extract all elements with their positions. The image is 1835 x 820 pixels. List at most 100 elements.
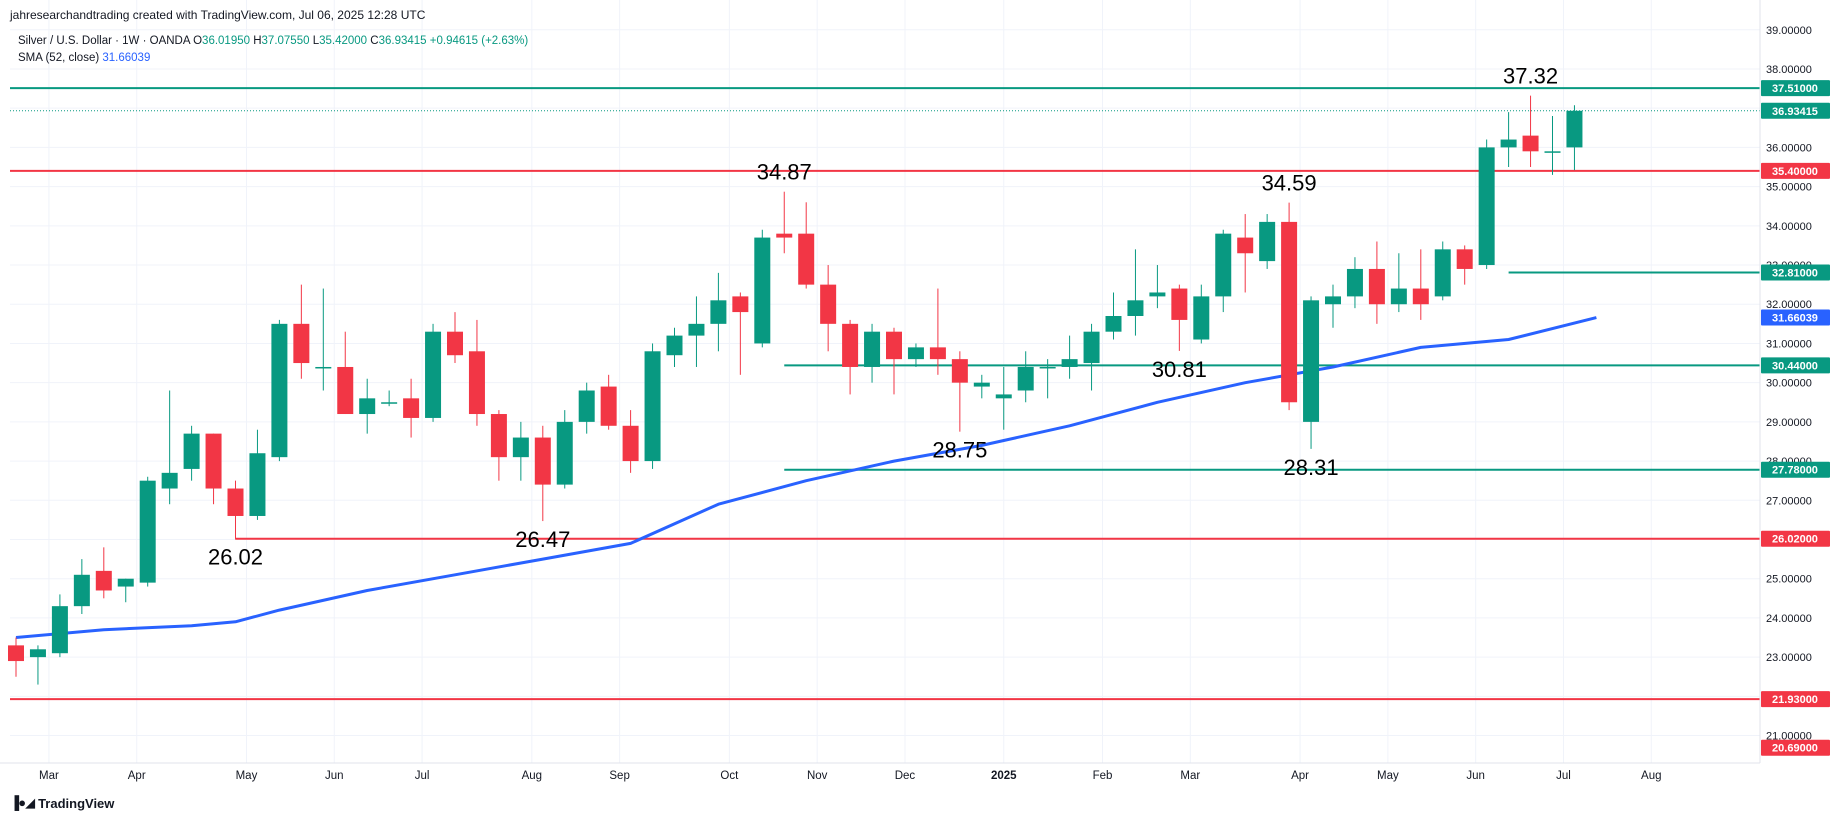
high-label: H [253, 35, 262, 47]
candle-body [886, 331, 902, 360]
candle-body [1434, 249, 1451, 297]
axis-price-label-bg [1761, 739, 1830, 756]
candle-body [710, 300, 727, 324]
candle-body [8, 645, 24, 662]
y-tick-label: 34.00000 [1766, 221, 1812, 233]
candles [8, 95, 1583, 685]
candle-body [929, 347, 946, 360]
x-tick-label: Aug [522, 770, 542, 782]
level-label-bg [1761, 80, 1830, 97]
candle-body [315, 366, 332, 369]
y-tick-label: 27.00000 [1766, 495, 1812, 507]
y-tick-label: 36.00000 [1766, 142, 1812, 154]
candle-body [1017, 366, 1034, 391]
level-label: 37.51000 [1772, 83, 1818, 95]
level-label: 26.02000 [1772, 534, 1818, 546]
candle-body [293, 323, 310, 364]
x-tick-label: Jun [1466, 770, 1485, 782]
candle-body [1390, 288, 1407, 305]
level-label: 30.44000 [1772, 360, 1818, 372]
candle-body [425, 331, 442, 418]
tradingview-logo-text: TradingView [38, 795, 115, 811]
price-annotation: 34.87 [757, 160, 812, 185]
level-label: 21.93000 [1772, 694, 1818, 706]
x-tick-label: Apr [128, 770, 146, 782]
candle-body [1061, 359, 1078, 367]
tradingview-logo[interactable]: ▐●◢ TradingView [10, 795, 114, 811]
sma-label[interactable]: SMA (52, close) [18, 52, 100, 64]
candle-body [907, 347, 924, 360]
symbol-legend: Silver / U.S. Dollar · 1W · OANDA O36.01… [18, 35, 528, 47]
price-annotation: 30.81 [1152, 357, 1207, 382]
open-label: O [193, 35, 203, 47]
x-tick-label: Aug [1641, 770, 1661, 782]
candle-body [1171, 288, 1188, 320]
candle-body [1325, 296, 1341, 305]
close-label: C [370, 35, 379, 47]
candle-body [864, 331, 881, 367]
symbol-name[interactable]: Silver / U.S. Dollar · 1W · OANDA [18, 35, 190, 47]
candle-body [798, 233, 815, 285]
y-tick-label: 32.00000 [1766, 299, 1812, 311]
price-annotation: 28.75 [932, 438, 987, 463]
price-axis[interactable]: 39.0000038.0000037.0000036.0000035.00000… [1759, 0, 1830, 763]
candle-body [1193, 296, 1210, 340]
x-tick-label: Jul [415, 770, 430, 782]
candle-body [556, 421, 573, 485]
candle-body [1039, 366, 1056, 369]
candle-body [1522, 135, 1539, 152]
candle-body [139, 480, 156, 583]
tradingview-logo-icon: ▐●◢ [10, 795, 35, 810]
candle-body [1456, 249, 1473, 269]
candle-body [776, 233, 793, 238]
x-tick-label: Mar [39, 770, 59, 782]
candle-body [95, 570, 112, 591]
candle-body [490, 414, 507, 458]
level-label: 35.40000 [1772, 166, 1818, 178]
candle-body [1544, 151, 1561, 153]
x-tick-label: Dec [895, 770, 916, 782]
candle-body [1237, 237, 1254, 254]
x-tick-label: Oct [720, 770, 739, 782]
chart-credit: jahresearchandtrading created with Tradi… [10, 8, 426, 22]
candle-body [1127, 300, 1144, 316]
candle-body [117, 578, 134, 587]
price-annotation: 34.59 [1262, 171, 1317, 196]
close-value: 36.93415 [378, 35, 427, 47]
candle-body [644, 351, 661, 462]
candle-body [512, 437, 529, 458]
y-tick-label: 23.00000 [1766, 652, 1812, 664]
level-label-bg [1761, 357, 1830, 374]
price-annotation: 28.31 [1284, 455, 1339, 480]
x-tick-label: Jun [325, 770, 344, 782]
candle-body [688, 323, 705, 336]
x-tick-label: Mar [1180, 770, 1200, 782]
candle-body [995, 394, 1012, 399]
candle-body [271, 323, 288, 458]
x-tick-label: Apr [1291, 770, 1309, 782]
y-tick-label: 29.00000 [1766, 417, 1812, 429]
axis-price-label: 20.69000 [1772, 743, 1818, 755]
axis-price-label: 36.93415 [1772, 106, 1818, 118]
candle-body [227, 488, 244, 516]
x-tick-label: Feb [1093, 770, 1113, 782]
candle-body [842, 323, 859, 367]
candle-body [754, 237, 771, 344]
candle-body [1303, 300, 1320, 422]
candle-body [381, 402, 398, 404]
level-label-bg [1761, 691, 1830, 708]
candle-body [447, 331, 463, 356]
candle-body [359, 398, 376, 415]
annotations: 37.32 34.87 34.59 30.81 28.75 28.31 26.47 26.02 [208, 64, 1558, 570]
candle-body [578, 390, 595, 422]
candle-body [1478, 147, 1495, 266]
y-tick-label: 39.00000 [1766, 25, 1812, 37]
level-label: 32.81000 [1772, 267, 1818, 279]
price-annotation: 37.32 [1503, 64, 1558, 89]
candle-body [161, 472, 178, 489]
y-tick-label: 30.00000 [1766, 378, 1812, 390]
time-axis[interactable]: Mar Apr May Jun Jul Aug Sep Oct Nov Dec 2025 Feb Mar… [0, 762, 1760, 782]
change-value: +0.94615 (+2.63%) [429, 35, 529, 47]
candle-body [1083, 331, 1100, 364]
